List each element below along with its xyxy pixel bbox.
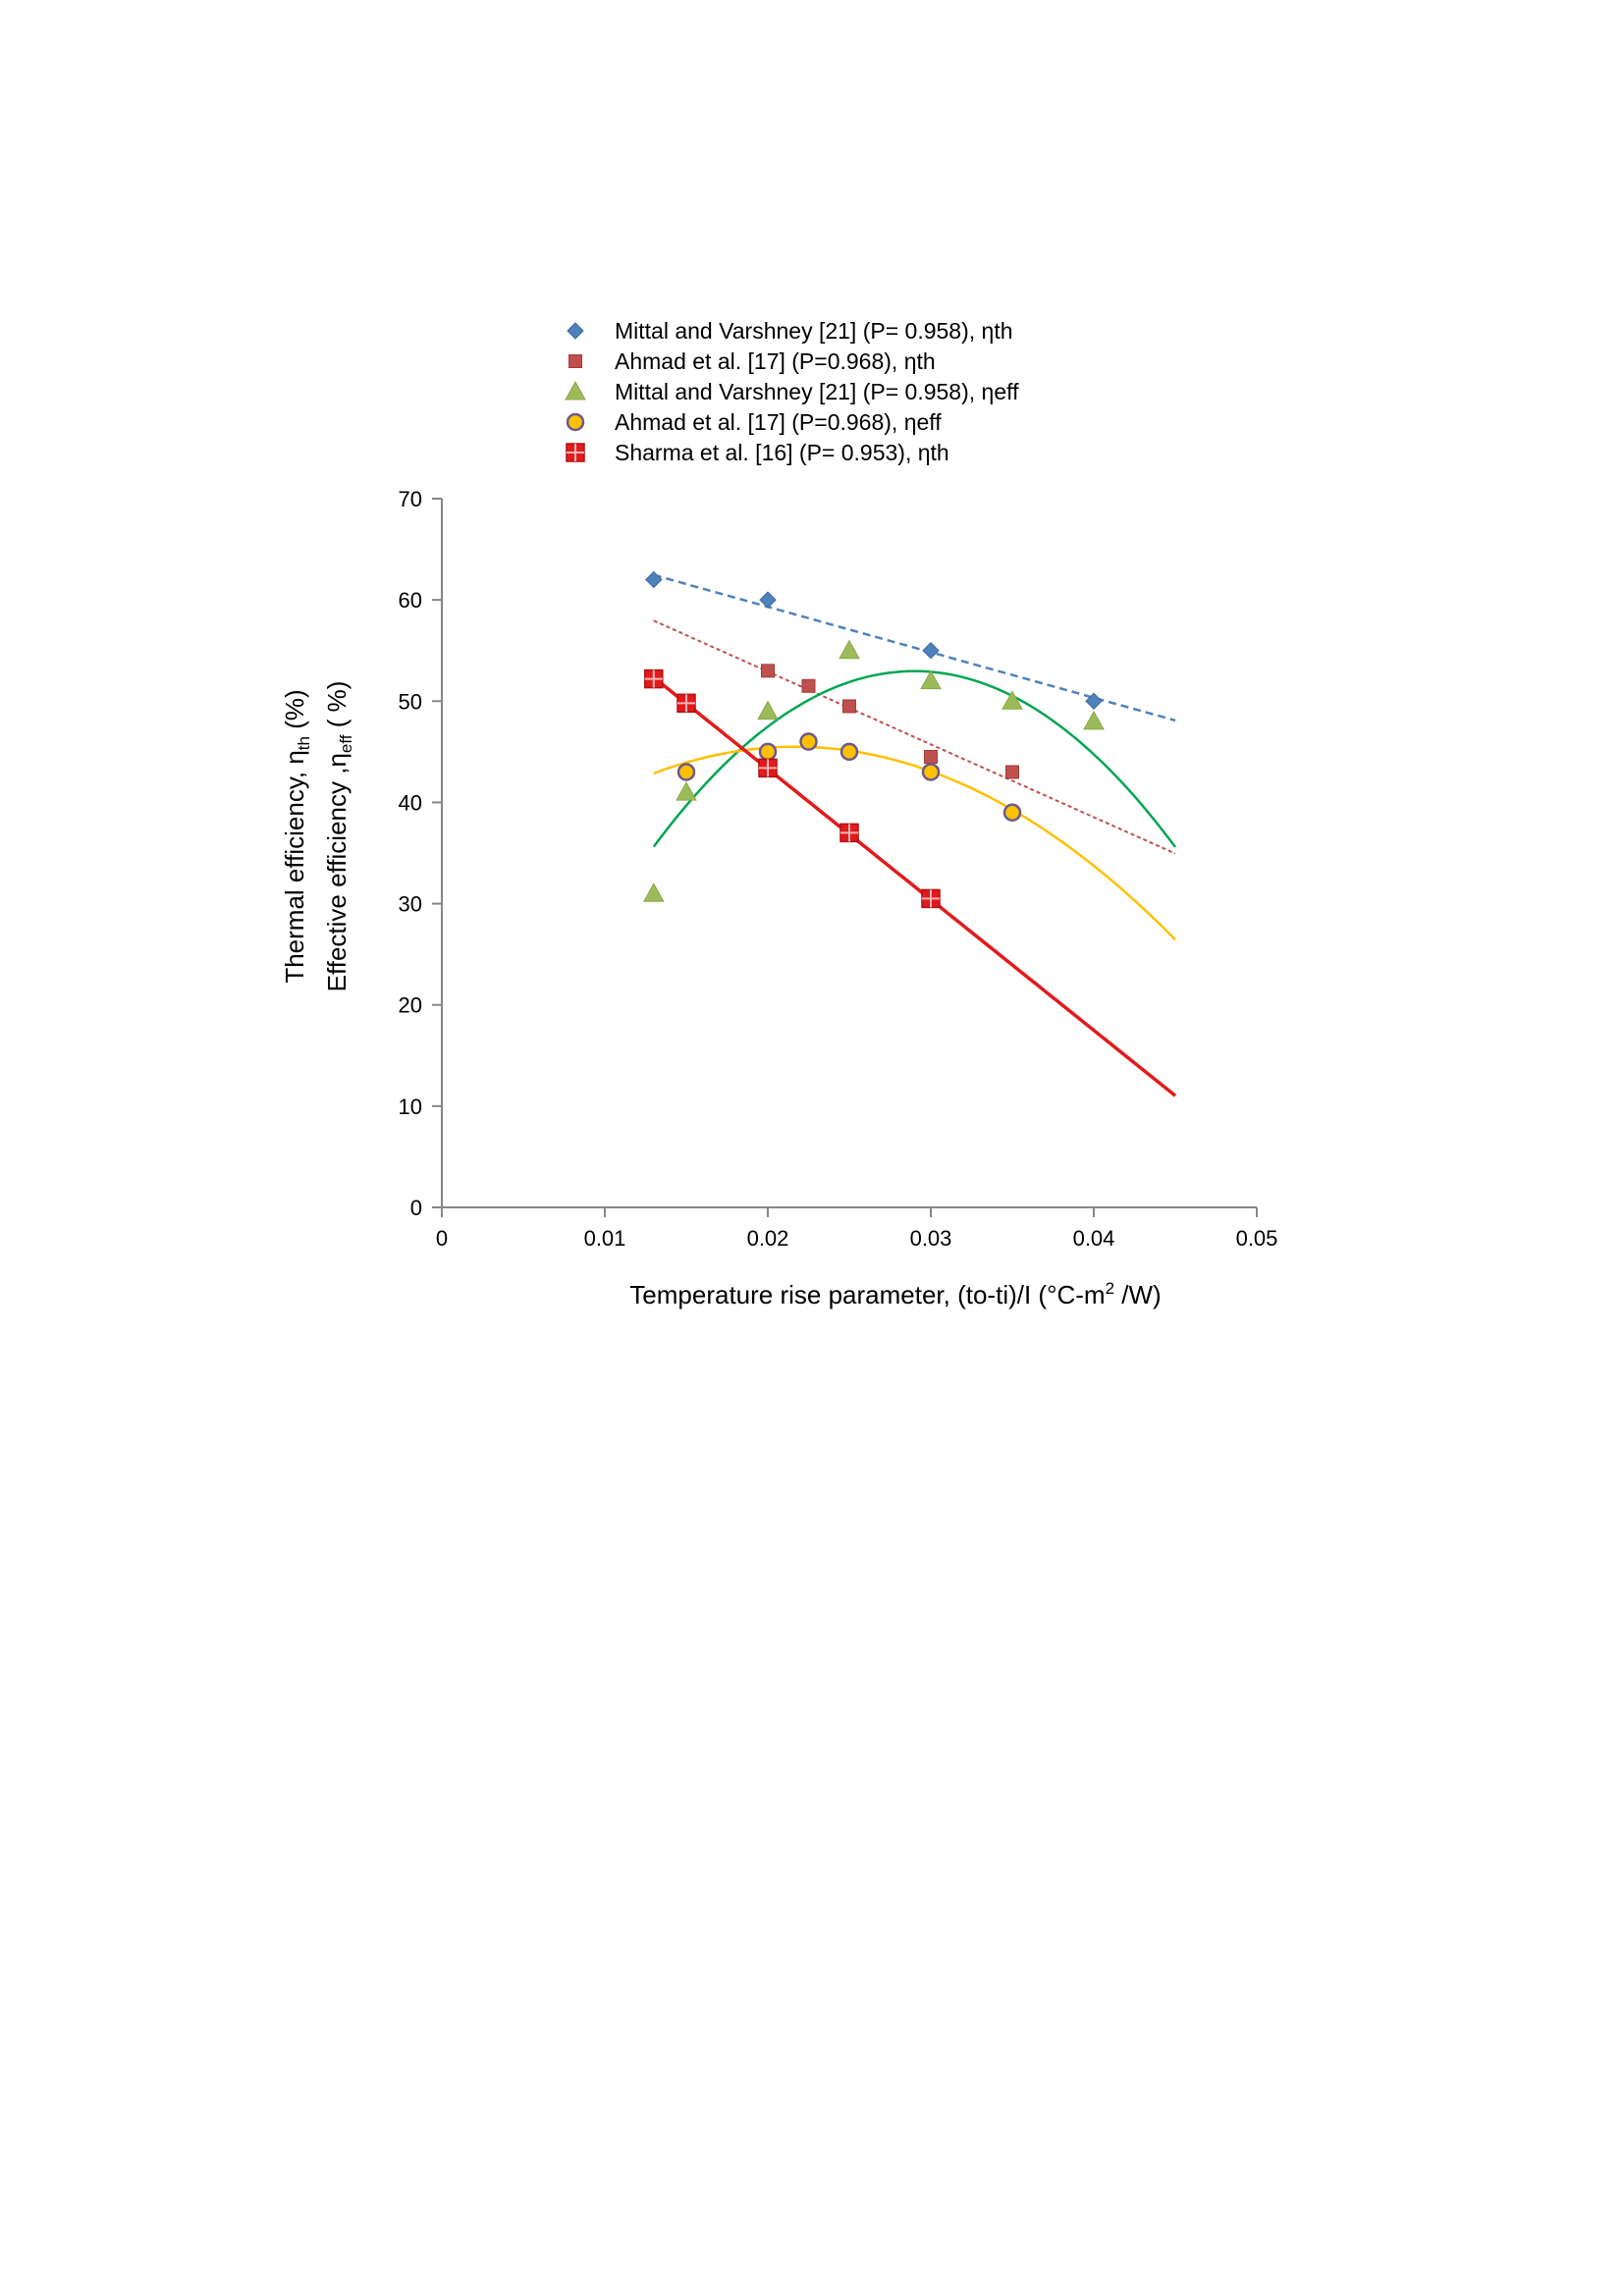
data-point: [1002, 803, 1022, 822]
data-point: [759, 591, 777, 609]
data-point: [842, 699, 856, 714]
legend-marker: [568, 354, 582, 368]
legend-entry: Mittal and Varshney [21] (P= 0.958), ηef…: [565, 379, 1019, 404]
y-tick-label: 30: [399, 892, 422, 917]
ticks: 0 0.01 0.02 0.03 0.04 0.05 0 10 20 30 40 50 60 70: [399, 487, 1278, 1251]
series-mittal-and-varshney-21-p-0-958-eff: [642, 639, 1105, 902]
y-axis-title-line1-subscript: th: [295, 736, 313, 750]
y-axis-title-line2-subscript: eff: [337, 734, 355, 753]
trendline-ahmad-et-al-17-p-0-968-eff: [653, 745, 1176, 941]
legend-label: Ahmad et al. [17] (P=0.968), ηth: [615, 348, 936, 374]
series-mittal-and-varshney-21-p-0-958-th: [645, 570, 1103, 710]
legend-entry: Ahmad et al. [17] (P=0.968), ηeff: [566, 409, 942, 435]
data-point: [677, 693, 696, 714]
y-tick-label: 10: [399, 1095, 422, 1119]
data-point: [677, 763, 696, 781]
data-markers: [642, 570, 1105, 909]
legend-label: Ahmad et al. [17] (P=0.968), ηeff: [615, 409, 942, 435]
data-point: [1085, 692, 1103, 710]
data-point: [839, 823, 859, 843]
y-tick-label: 0: [410, 1196, 422, 1220]
data-point: [921, 888, 941, 909]
trendline-mittal-and-varshney-21-p-0-958-th: [653, 573, 1176, 722]
data-point: [757, 700, 779, 721]
legend-marker: [567, 322, 584, 340]
x-tick-label: 0.01: [584, 1226, 626, 1251]
legend-label: Mittal and Varshney [21] (P= 0.958), ηth: [615, 318, 1013, 344]
data-point: [642, 882, 665, 902]
trendline-sharma-et-al-16-p-0-953-th: [652, 675, 1177, 1097]
data-point: [921, 763, 941, 781]
data-point: [676, 781, 697, 801]
data-point: [1083, 710, 1105, 730]
legend-entry: Sharma et al. [16] (P= 0.953), ηth: [566, 440, 949, 465]
data-point: [799, 732, 818, 751]
x-tick-label: 0.02: [747, 1226, 789, 1251]
data-point: [839, 742, 859, 762]
legend-marker: [565, 380, 586, 400]
x-tick-label: 0: [436, 1226, 448, 1251]
y-axis-title-line2: Effective efficiency ,ηeff ( %): [322, 681, 355, 992]
series-ahmad-et-al-17-p-0-968-eff: [677, 732, 1022, 822]
legend-marker: [566, 412, 585, 432]
y-tick-label: 60: [399, 588, 422, 613]
series-sharma-et-al-16-p-0-953-th: [644, 668, 941, 909]
data-point: [1005, 765, 1019, 779]
data-point: [758, 758, 778, 778]
y-tick-label: 40: [399, 790, 422, 815]
data-point: [758, 742, 778, 762]
y-axis-title-line1: Thermal efficiency, ηth (%): [280, 689, 313, 983]
legend: Mittal and Varshney [21] (P= 0.958), ηth…: [565, 318, 1019, 465]
x-tick-label: 0.04: [1073, 1226, 1115, 1251]
y-tick-label: 20: [399, 993, 422, 1018]
trend-lines: [652, 573, 1177, 1097]
data-point: [645, 570, 663, 589]
data-point: [922, 642, 940, 660]
data-point: [839, 639, 860, 660]
legend-entry: Ahmad et al. [17] (P=0.968), ηth: [568, 348, 936, 374]
data-point: [761, 664, 775, 678]
axes: [441, 499, 1257, 1208]
data-point: [924, 750, 938, 765]
data-point: [644, 668, 664, 689]
data-point: [1001, 690, 1023, 710]
legend-label: Mittal and Varshney [21] (P= 0.958), ηef…: [615, 379, 1019, 404]
legend-label: Sharma et al. [16] (P= 0.953), ηth: [615, 440, 949, 465]
trendline-ahmad-et-al-17-p-0-968-th: [653, 619, 1176, 855]
x-tick-label: 0.03: [910, 1226, 952, 1251]
data-point: [801, 678, 816, 693]
series-ahmad-et-al-17-p-0-968-th: [761, 664, 1019, 779]
y-tick-label: 50: [399, 689, 422, 714]
legend-entry: Mittal and Varshney [21] (P= 0.958), ηth: [567, 318, 1013, 344]
y-tick-label: 70: [399, 487, 422, 511]
data-point: [920, 669, 942, 690]
x-tick-label: 0.05: [1236, 1226, 1278, 1251]
x-axis-title-superscript: 2: [1106, 1279, 1114, 1298]
x-axis-title: Temperature rise parameter, (to-ti)/I (°…: [629, 1279, 1161, 1309]
legend-marker: [566, 443, 585, 462]
